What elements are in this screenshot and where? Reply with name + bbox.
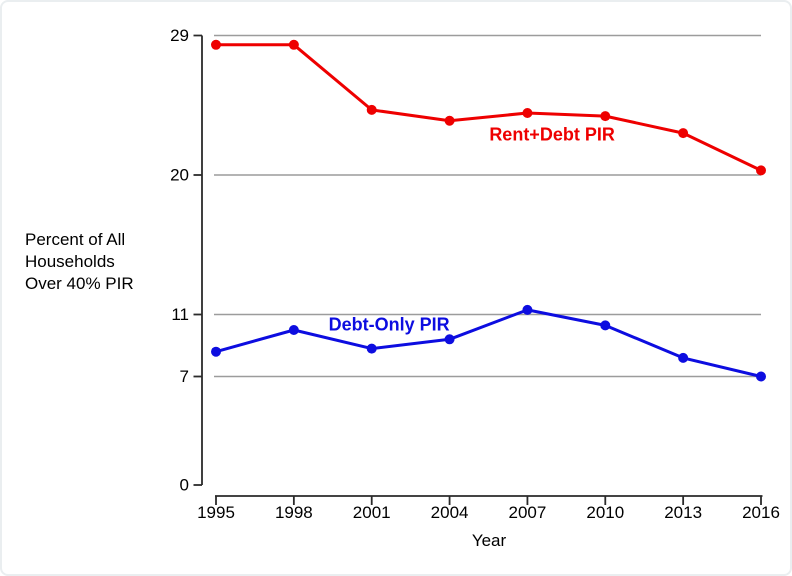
data-point-marker bbox=[211, 39, 221, 50]
y-tick-label: 20 bbox=[170, 166, 189, 185]
y-tick-label: 29 bbox=[170, 26, 189, 45]
data-point-marker bbox=[444, 334, 455, 345]
x-tick-label: 2004 bbox=[431, 503, 469, 522]
data-point-marker bbox=[288, 325, 299, 335]
data-point-marker bbox=[211, 346, 221, 357]
data-point-marker bbox=[756, 165, 766, 176]
data-point-marker bbox=[522, 108, 533, 118]
x-tick-label: 2010 bbox=[586, 503, 624, 522]
data-point-marker bbox=[444, 115, 455, 126]
data-point-marker bbox=[600, 111, 611, 122]
data-point-marker bbox=[522, 304, 533, 315]
data-point-marker bbox=[678, 128, 689, 139]
series-line bbox=[214, 43, 763, 172]
x-tick-label: 2007 bbox=[509, 503, 547, 522]
x-tick-label: 2001 bbox=[353, 503, 391, 522]
y-tick-label: 7 bbox=[180, 367, 189, 386]
data-point-marker bbox=[366, 343, 377, 354]
x-axis-title: Year bbox=[471, 531, 507, 550]
y-tick-label: 0 bbox=[180, 476, 189, 495]
x-tick-label: 2016 bbox=[742, 503, 780, 522]
series-line bbox=[214, 308, 763, 378]
x-tick-label: 2013 bbox=[664, 503, 702, 522]
data-point-marker bbox=[366, 104, 377, 115]
data-point-marker bbox=[756, 371, 766, 382]
y-tick-label: 11 bbox=[171, 305, 189, 324]
y-axis-title: Percent of All Households Over 40% PIR bbox=[25, 230, 134, 294]
series-label-rent-debt-pir: Rent+Debt PIR bbox=[489, 124, 615, 145]
series-label-debt-only-pir: Debt-Only PIR bbox=[328, 314, 450, 335]
x-tick-label: 1998 bbox=[275, 503, 313, 522]
data-point-marker bbox=[678, 352, 689, 363]
data-point-marker bbox=[600, 320, 611, 331]
data-point-marker bbox=[288, 39, 299, 50]
x-tick-label: 1995 bbox=[197, 503, 235, 522]
